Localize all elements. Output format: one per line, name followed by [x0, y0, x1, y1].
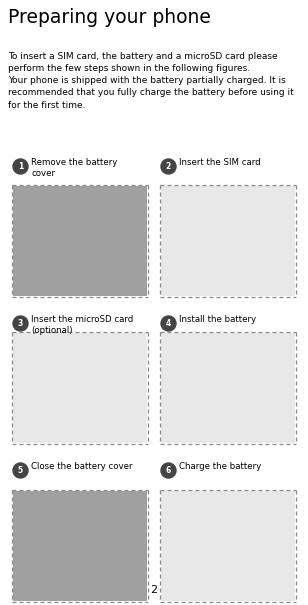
Text: 2: 2	[166, 162, 171, 171]
Bar	[161, 491, 295, 601]
Text: Remove the battery
cover: Remove the battery cover	[31, 158, 117, 178]
Text: Preparing your phone: Preparing your phone	[8, 8, 211, 27]
Circle shape	[13, 316, 28, 331]
Bar	[13, 333, 147, 443]
Bar	[161, 186, 295, 296]
Text: Charge the battery: Charge the battery	[179, 462, 261, 471]
Bar	[13, 491, 147, 601]
Text: 5: 5	[18, 466, 23, 475]
Circle shape	[161, 159, 176, 174]
Bar	[161, 333, 295, 443]
Text: 4: 4	[166, 319, 171, 328]
Text: Close the battery cover: Close the battery cover	[31, 462, 132, 471]
Text: Insert the SIM card: Insert the SIM card	[179, 158, 261, 167]
Text: 3: 3	[18, 319, 23, 328]
Circle shape	[13, 159, 28, 174]
Text: 2: 2	[150, 585, 158, 595]
Circle shape	[161, 316, 176, 331]
Bar	[13, 186, 147, 296]
Circle shape	[161, 463, 176, 478]
Text: Install the battery: Install the battery	[179, 315, 256, 324]
Text: To insert a SIM card, the battery and a microSD card please
perform the few step: To insert a SIM card, the battery and a …	[8, 52, 294, 110]
Text: Insert the microSD card
(optional): Insert the microSD card (optional)	[31, 315, 133, 335]
Text: 1: 1	[18, 162, 23, 171]
Text: 6: 6	[166, 466, 171, 475]
Circle shape	[13, 463, 28, 478]
